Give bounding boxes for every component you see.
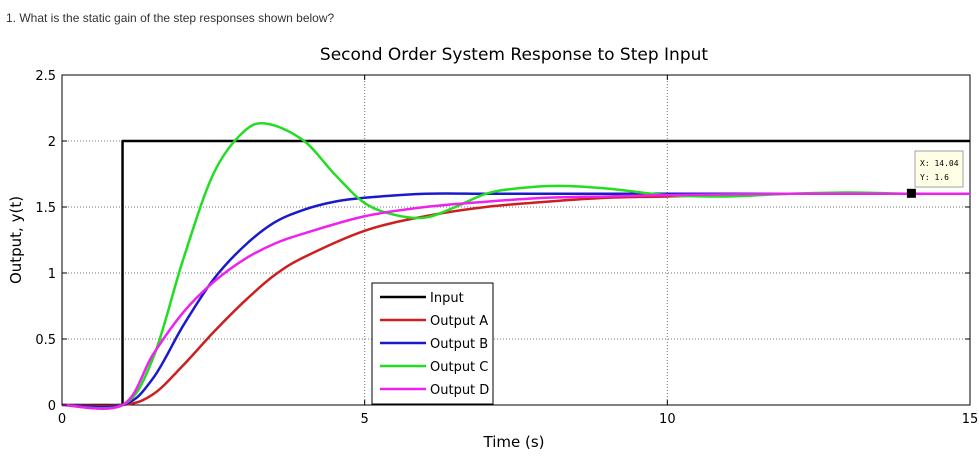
- chart-title: Second Order System Response to Step Inp…: [320, 45, 708, 65]
- datatip-y-text: Y: 1.6: [920, 173, 949, 182]
- datatip-x-text: X: 14.04: [920, 159, 959, 168]
- grid: [62, 75, 970, 405]
- plot-area-frame: [61, 74, 971, 406]
- legend-entry-label: Input: [430, 291, 464, 306]
- y-tick-label: 1.5: [35, 201, 56, 216]
- series-line-output-c: [61, 122, 971, 410]
- y-tick-label: 0.5: [35, 333, 56, 348]
- y-tick-label: 2.5: [35, 69, 56, 84]
- axis-ticks: 0 0.5 1 1.5 2 2.5 0 5 10 15: [35, 69, 978, 427]
- x-tick-label: 10: [659, 412, 676, 427]
- datatip-box: [914, 150, 964, 188]
- legend-entry-label: Output D: [430, 383, 489, 398]
- datatip-marker[interactable]: [906, 188, 916, 198]
- legend-entry-label: Output A: [430, 314, 488, 329]
- question-text: 1. What is the static gain of the step r…: [6, 11, 335, 25]
- datatip[interactable]: X: 14.04 Y: 1.6: [906, 150, 964, 198]
- series-lines: [61, 122, 971, 410]
- y-axis-label: Output, y(t): [7, 196, 25, 284]
- x-tick-label: 5: [361, 412, 369, 427]
- x-tick-label: 15: [962, 412, 979, 427]
- x-axis-label: Time (s): [483, 433, 545, 451]
- series-line-output-b: [61, 192, 970, 409]
- x-tick-label: 0: [58, 412, 66, 427]
- legend: Input Output A Output B Output C Output D: [371, 282, 494, 405]
- y-tick-label: 2: [48, 135, 56, 150]
- legend-entry-label: Output C: [430, 360, 488, 375]
- legend-entry-label: Output B: [430, 337, 488, 352]
- series-line-output-d: [61, 192, 970, 410]
- y-tick-label: 0: [48, 399, 56, 414]
- y-tick-label: 1: [48, 267, 56, 282]
